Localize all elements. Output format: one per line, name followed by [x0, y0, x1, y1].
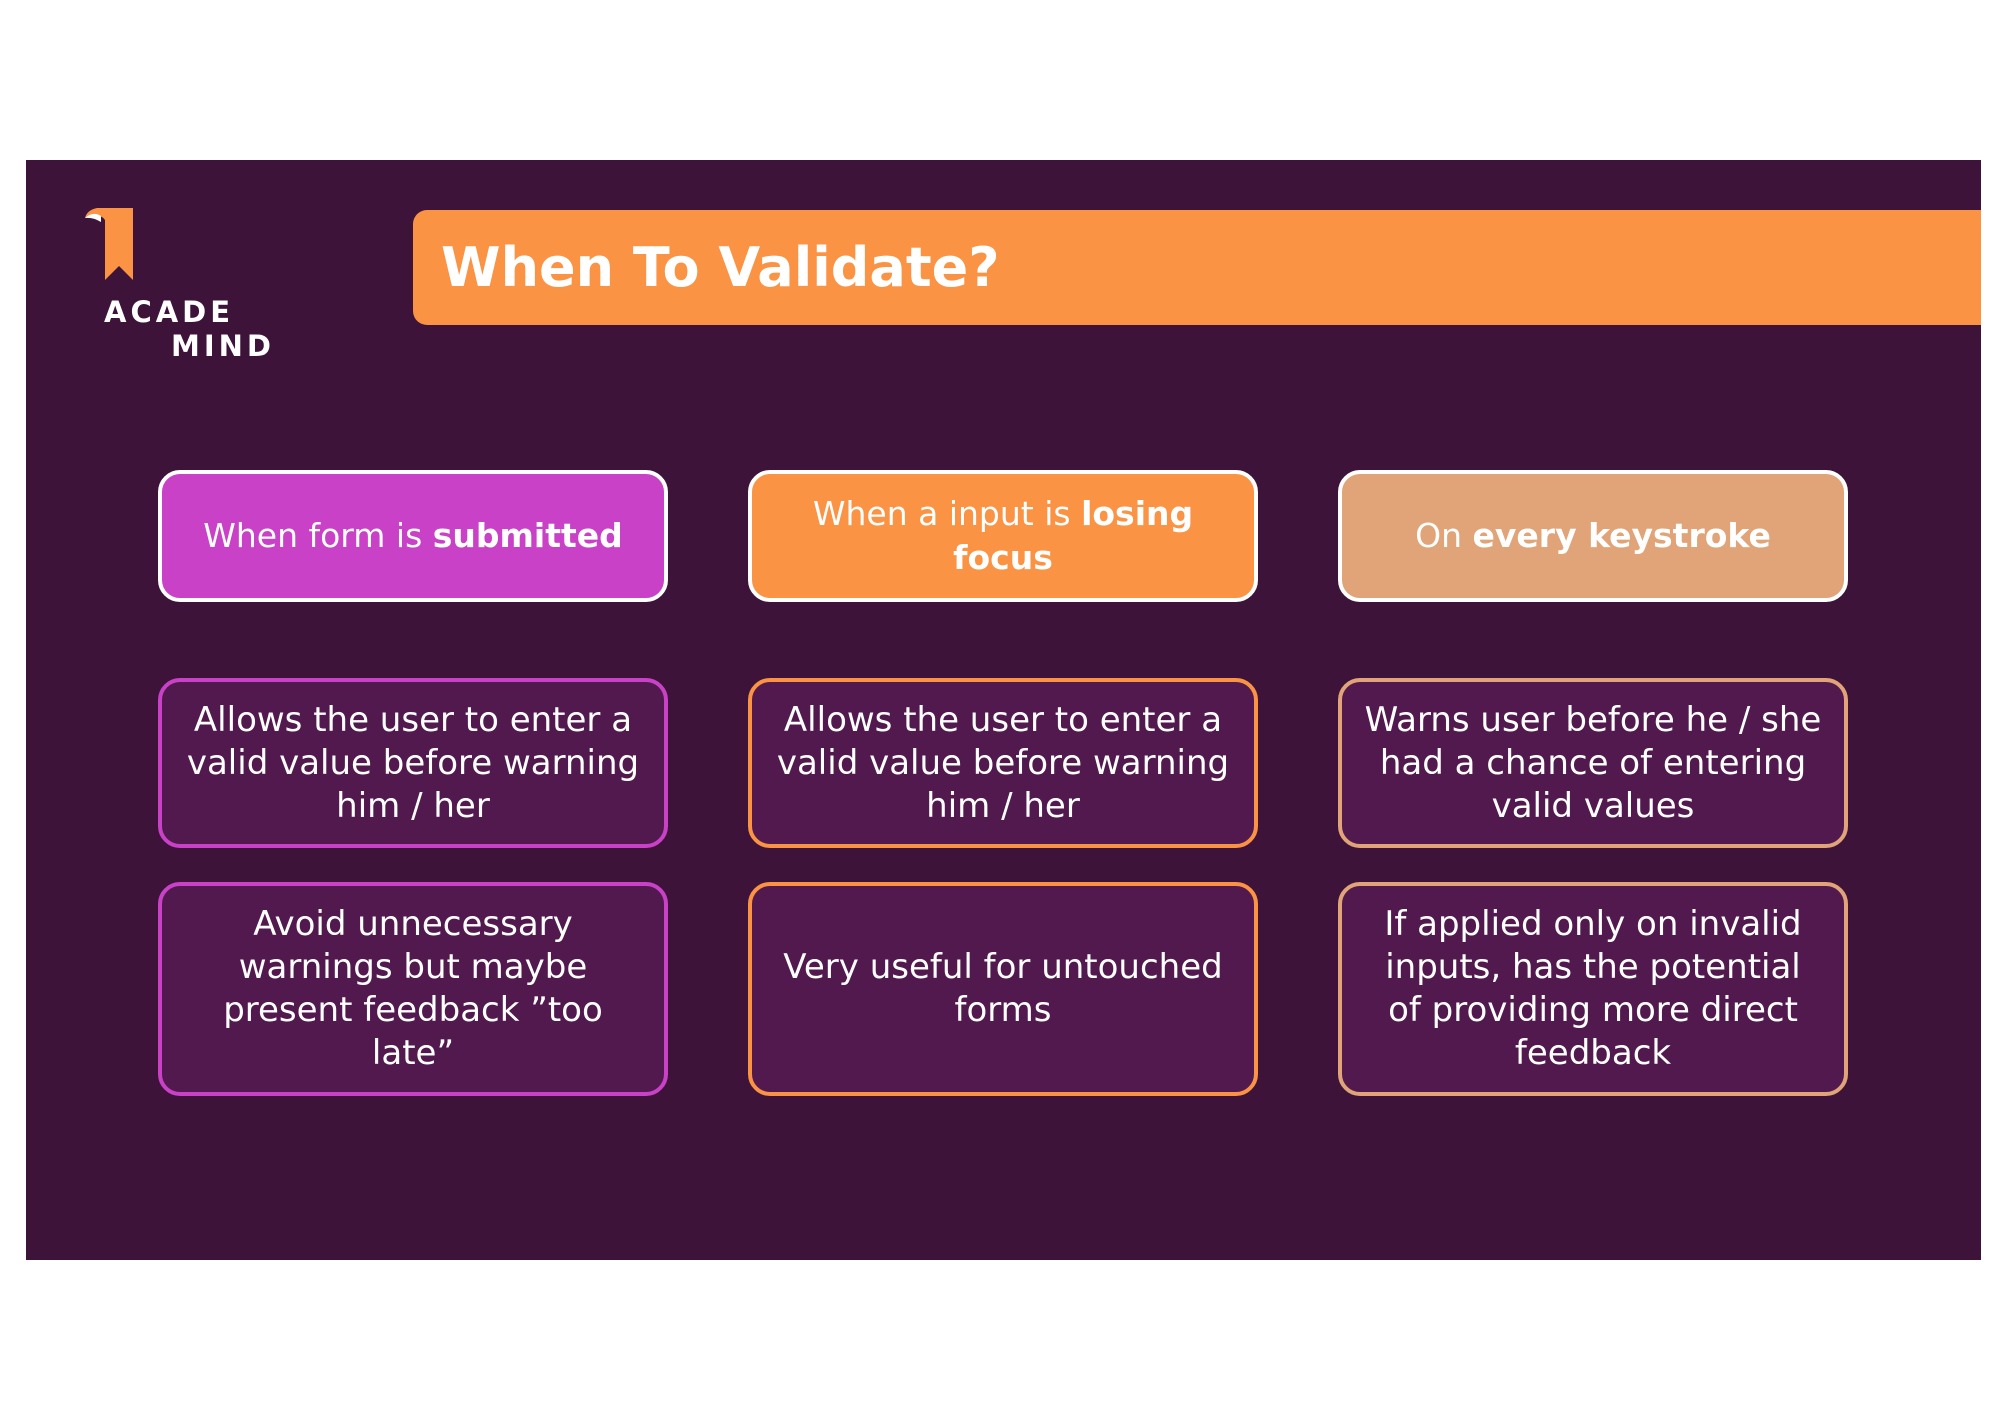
title-banner: When To Validate? [413, 210, 1981, 325]
logo-text-line2: MIND [171, 329, 275, 363]
note-text: Very useful for untouched forms [783, 947, 1223, 1030]
heading-pre: When a input is [812, 494, 1082, 533]
pro-box-submitted: Allows the user to enter a valid value b… [158, 678, 668, 848]
heading-pre: On [1415, 516, 1473, 555]
pro-box-every-keystroke: Warns user before he / she had a chance … [1338, 678, 1848, 848]
pro-text: Warns user before he / she had a chance … [1364, 699, 1822, 826]
slide-title: When To Validate? [441, 236, 1000, 299]
heading-text: When a input is losing focus [774, 492, 1232, 580]
heading-pre: When form is [203, 516, 433, 555]
heading-box-submitted: When form is submitted [158, 470, 668, 602]
note-box-losing-focus: Very useful for untouched forms [748, 882, 1258, 1096]
heading-text: On every keystroke [1415, 514, 1771, 558]
logo-text-line1: ACADE [104, 295, 235, 329]
pro-text: Allows the user to enter a valid value b… [776, 699, 1230, 826]
note-text: If applied only on invalid inputs, has t… [1384, 904, 1802, 1073]
heading-text: When form is submitted [203, 514, 623, 558]
heading-box-every-keystroke: On every keystroke [1338, 470, 1848, 602]
pro-text: Allows the user to enter a valid value b… [186, 699, 640, 826]
pro-box-losing-focus: Allows the user to enter a valid value b… [748, 678, 1258, 848]
logo-bookmark-icon [85, 208, 133, 280]
heading-bold: submitted [432, 516, 623, 555]
note-text: Avoid unnecessary warnings but maybe pre… [223, 904, 603, 1073]
note-box-every-keystroke: If applied only on invalid inputs, has t… [1338, 882, 1848, 1096]
heading-bold: every keystroke [1472, 516, 1771, 555]
heading-box-losing-focus: When a input is losing focus [748, 470, 1258, 602]
note-box-submitted: Avoid unnecessary warnings but maybe pre… [158, 882, 668, 1096]
academind-logo: ACADE MIND [81, 208, 281, 361]
heading-bold: losing focus [953, 494, 1194, 577]
slide: ACADE MIND When To Validate? When form i… [26, 160, 1981, 1260]
